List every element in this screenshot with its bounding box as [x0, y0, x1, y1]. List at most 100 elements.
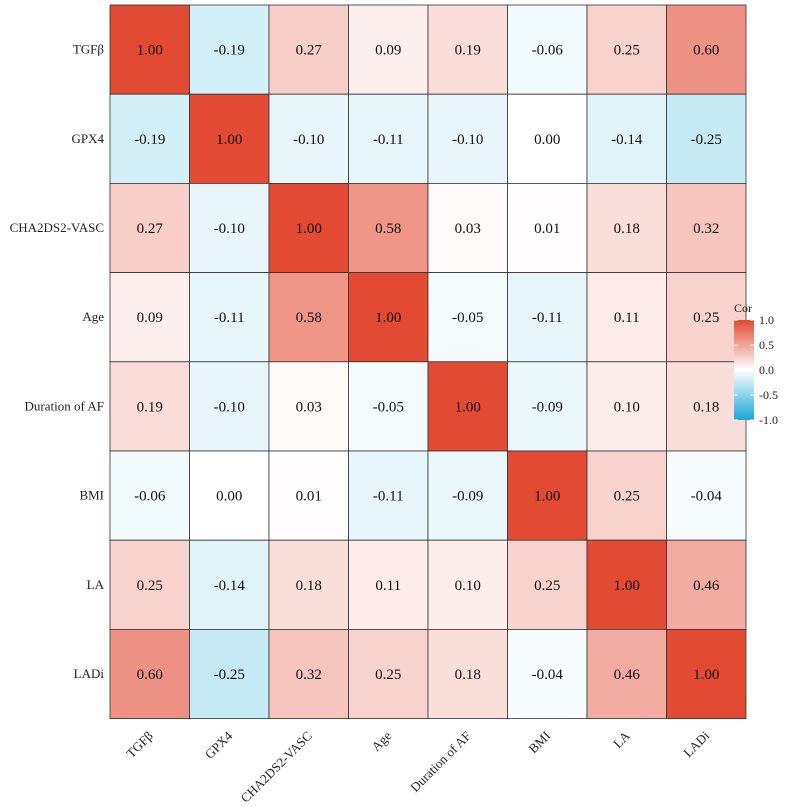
cell-value-label: 0.58	[296, 310, 322, 326]
cell-value-label: -0.11	[532, 310, 563, 326]
cell-value-label: 0.19	[455, 43, 481, 59]
cell-value-label: -0.11	[373, 489, 404, 505]
cell-value-label: 0.32	[693, 221, 719, 237]
cell-value-label: 0.03	[455, 221, 481, 237]
row-label: LADi	[74, 666, 105, 681]
heatmap-cell	[348, 4, 429, 95]
heatmap-cell	[189, 93, 270, 184]
heatmap-cell	[427, 4, 508, 95]
cell-value-label: -0.10	[452, 132, 483, 148]
cell-value-label: -0.06	[134, 489, 166, 505]
cell-value-label: 0.09	[375, 43, 401, 59]
heatmap-cell	[586, 450, 667, 541]
cell-value-label: 0.11	[614, 310, 640, 326]
heatmap-cell	[189, 182, 270, 273]
cell-value-label: 0.10	[455, 578, 481, 594]
heatmap-cell	[427, 361, 508, 452]
cell-value-label: 0.25	[693, 310, 719, 326]
cell-value-label: 0.01	[296, 489, 322, 505]
cell-value-label: -0.09	[532, 399, 563, 415]
cell-value-label: 0.32	[296, 667, 322, 683]
row-label: CHA2DS2-VASC	[10, 220, 104, 235]
heatmap-cell	[268, 272, 349, 363]
heatmap-cell	[268, 361, 349, 452]
heatmap-cell	[427, 182, 508, 273]
legend-tick-label: -1.0	[759, 413, 778, 427]
heatmap-cell	[427, 450, 508, 541]
cell-value-label: 0.25	[614, 489, 640, 505]
cell-value-label: 0.19	[137, 399, 163, 415]
heatmap-cell	[268, 4, 349, 95]
cell-value-label: -0.10	[214, 399, 245, 415]
column-label: CHA2DS2-VASC	[238, 728, 315, 805]
cell-value-label: -0.25	[691, 132, 722, 148]
cell-value-label: 0.46	[614, 667, 641, 683]
cell-value-label: 0.00	[216, 489, 242, 505]
cell-value-label: 0.25	[375, 667, 401, 683]
heatmap-cell	[348, 361, 429, 452]
cell-value-label: 1.00	[455, 399, 481, 415]
heatmap-cells: 1.00 -0.19 0.27 0.09 0.19 -0.06 0.25 0.60 -0.19 1…	[109, 4, 747, 720]
cell-value-label: 1.00	[534, 489, 560, 505]
heatmap-cell	[109, 629, 190, 720]
legend-tick-label: 1.0	[759, 313, 774, 327]
heatmap-cell	[109, 539, 190, 630]
cell-value-label: 1.00	[296, 221, 322, 237]
heatmap-cell	[586, 539, 667, 630]
cell-value-label: -0.19	[214, 43, 245, 59]
color-legend: Cor 1.0 0.5 0.0 -0.5 -1.0	[734, 301, 778, 427]
heatmap-cell	[507, 182, 588, 273]
heatmap-cell	[189, 4, 270, 95]
row-label: TGFβ	[73, 42, 105, 57]
heatmap-cell	[507, 93, 588, 184]
heatmap-cell	[427, 93, 508, 184]
cell-value-label: 0.01	[534, 221, 560, 237]
cell-value-label: -0.09	[452, 489, 483, 505]
column-label: LADi	[680, 728, 712, 760]
cell-value-label: 0.60	[137, 667, 163, 683]
heatmap-cell	[109, 4, 190, 95]
cell-value-label: 1.00	[614, 578, 640, 594]
heatmap-cell	[189, 539, 270, 630]
row-label: Age	[82, 309, 104, 324]
cell-value-label: 0.25	[614, 43, 640, 59]
heatmap-cell	[348, 182, 429, 273]
heatmap-cell	[507, 629, 588, 720]
heatmap-cell	[666, 450, 747, 541]
heatmap-cell	[586, 93, 667, 184]
heatmap-cell	[268, 629, 349, 720]
cell-value-label: -0.10	[293, 132, 324, 148]
heatmap-cell	[586, 361, 667, 452]
heatmap-cell	[586, 272, 667, 363]
column-label: Duration of AF	[407, 728, 474, 795]
heatmap-cell	[507, 450, 588, 541]
cell-value-label: 0.46	[693, 578, 720, 594]
heatmap-cell	[666, 4, 747, 95]
heatmap-cell	[268, 539, 349, 630]
cell-value-label: -0.05	[373, 399, 404, 415]
cell-value-label: 0.18	[455, 667, 481, 683]
heatmap-cell	[189, 629, 270, 720]
heatmap-cell	[586, 182, 667, 273]
cell-value-label: -0.19	[134, 132, 165, 148]
heatmap-cell	[348, 272, 429, 363]
column-label: TGFβ	[123, 728, 156, 761]
legend-tick-label: -0.5	[759, 388, 778, 402]
cell-value-label: 0.25	[534, 578, 560, 594]
cell-value-label: 0.11	[375, 578, 401, 594]
cell-value-label: 1.00	[137, 43, 163, 59]
heatmap-cell	[666, 539, 747, 630]
heatmap-cell	[348, 629, 429, 720]
row-label: LA	[87, 577, 105, 592]
cell-value-label: 0.58	[375, 221, 401, 237]
heatmap-cell	[427, 272, 508, 363]
cell-value-label: -0.10	[214, 221, 245, 237]
cell-value-label: -0.11	[373, 132, 404, 148]
heatmap-cell	[666, 361, 747, 452]
heatmap-cell	[268, 182, 349, 273]
heatmap-cell	[268, 450, 349, 541]
legend-tick-label: 0.0	[759, 363, 774, 377]
cell-value-label: 0.09	[137, 310, 163, 326]
cell-value-label: 0.18	[614, 221, 640, 237]
